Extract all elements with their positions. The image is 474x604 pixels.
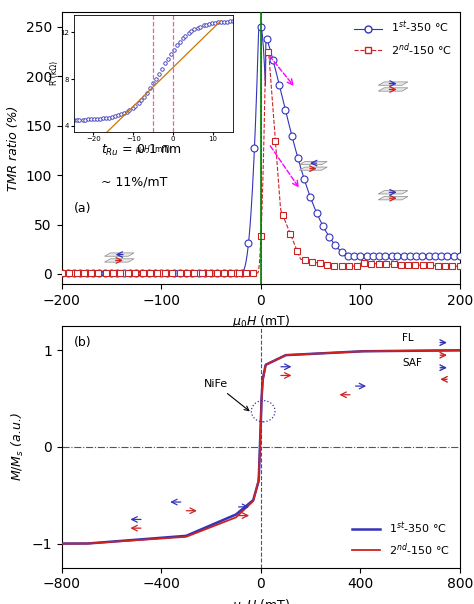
Legend: $1^{st}$-350 °C, $2^{nd}$-150 °C: $1^{st}$-350 °C, $2^{nd}$-150 °C bbox=[348, 516, 454, 562]
X-axis label: $\mu_0H$ (mT): $\mu_0H$ (mT) bbox=[232, 313, 290, 330]
Polygon shape bbox=[378, 196, 408, 200]
Text: ~ 11%/mT: ~ 11%/mT bbox=[101, 175, 168, 188]
$1^{st}$-350 °C bbox=[111, 538, 117, 545]
Text: NiFe: NiFe bbox=[203, 379, 249, 411]
$2^{nd}$-150 °C bbox=[268, 359, 273, 366]
$1^{st}$-350 °C bbox=[268, 359, 273, 366]
$2^{nd}$-150 °C bbox=[111, 538, 117, 545]
Polygon shape bbox=[299, 161, 327, 165]
Polygon shape bbox=[378, 82, 408, 85]
Text: $t_{Ru}$ = 0.1 nm: $t_{Ru}$ = 0.1 nm bbox=[101, 143, 182, 158]
Text: (a): (a) bbox=[73, 202, 91, 216]
Legend: $1^{st}$-350 °C, $2^{nd}$-150 °C: $1^{st}$-350 °C, $2^{nd}$-150 °C bbox=[352, 18, 454, 60]
$2^{nd}$-150 °C bbox=[276, 355, 282, 362]
$1^{st}$-350 °C bbox=[193, 528, 199, 535]
$1^{st}$-350 °C bbox=[59, 540, 64, 547]
$1^{st}$-350 °C bbox=[126, 537, 132, 544]
Y-axis label: TMR ratio (%): TMR ratio (%) bbox=[7, 105, 20, 191]
Line: $1^{st}$-350 °C: $1^{st}$-350 °C bbox=[62, 350, 460, 544]
Text: SAF: SAF bbox=[402, 358, 422, 368]
$1^{st}$-350 °C bbox=[276, 355, 282, 362]
Polygon shape bbox=[299, 167, 327, 170]
$2^{nd}$-150 °C bbox=[193, 530, 199, 537]
Text: (b): (b) bbox=[73, 336, 91, 349]
Polygon shape bbox=[105, 253, 134, 256]
$2^{nd}$-150 °C bbox=[457, 347, 463, 354]
$2^{nd}$-150 °C bbox=[126, 537, 132, 544]
Line: $2^{nd}$-150 °C: $2^{nd}$-150 °C bbox=[62, 350, 460, 544]
Polygon shape bbox=[378, 88, 408, 91]
X-axis label: $\mu_0H$ (mT): $\mu_0H$ (mT) bbox=[232, 597, 290, 604]
Text: FL: FL bbox=[402, 333, 414, 344]
$1^{st}$-350 °C bbox=[231, 512, 237, 519]
Polygon shape bbox=[105, 259, 134, 262]
$1^{st}$-350 °C bbox=[457, 347, 463, 354]
$2^{nd}$-150 °C bbox=[231, 515, 237, 522]
$2^{nd}$-150 °C bbox=[59, 540, 64, 547]
Polygon shape bbox=[378, 191, 408, 194]
Y-axis label: $M/M_s$ (a.u.): $M/M_s$ (a.u.) bbox=[10, 413, 26, 481]
